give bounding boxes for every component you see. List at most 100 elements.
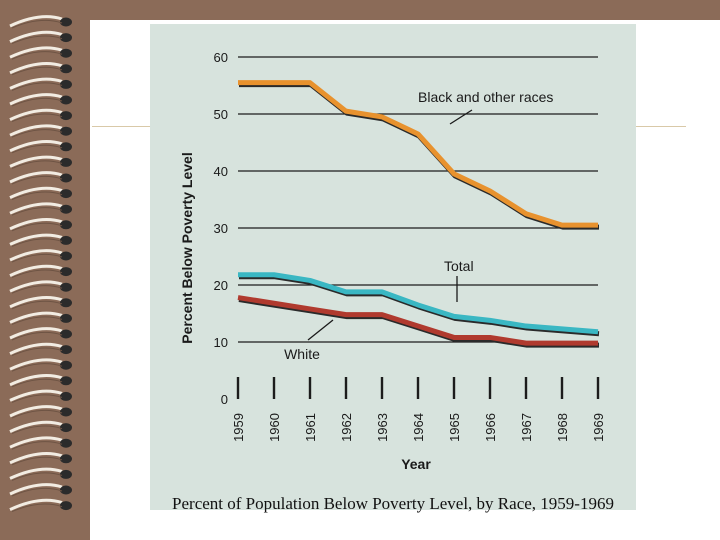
- binding-ring: [9, 358, 72, 372]
- binding-ring-wire: [9, 202, 63, 215]
- binding-ring-wire: [9, 311, 63, 324]
- binding-ring: [9, 498, 72, 513]
- x-tick-label: 1969: [591, 413, 606, 442]
- binding-ring-wire: [9, 62, 63, 75]
- binding-ring-shadow: [11, 269, 63, 279]
- series-line: [238, 80, 598, 228]
- x-tick-label: 1966: [483, 413, 498, 442]
- binding-hole: [60, 469, 72, 479]
- binding-hole: [60, 17, 72, 27]
- binding-ring-shadow: [11, 487, 63, 497]
- poverty-line-chart: 0 10 20 30 40 50 60 Percent Below Poverty Level…: [179, 50, 606, 472]
- binding-ring-shadow: [11, 285, 63, 294]
- binding-hole: [60, 189, 72, 199]
- y-tick-label: 0: [221, 392, 228, 407]
- binding-ring: [9, 483, 72, 497]
- binding-ring: [9, 436, 72, 450]
- binding-ring: [9, 15, 72, 29]
- binding-ring-wire: [9, 46, 63, 59]
- binding-ring: [9, 186, 72, 201]
- binding-ring-wire: [9, 420, 63, 433]
- binding-ring-shadow: [11, 19, 63, 29]
- decorative-rule-right: [636, 126, 686, 127]
- x-tick-label: 1965: [447, 413, 462, 442]
- binding-ring-wire: [9, 77, 63, 90]
- binding-ring-wire: [9, 186, 63, 199]
- binding-hole: [60, 33, 72, 43]
- series-annotation: Black and other races: [418, 89, 553, 105]
- spiral-binding: [9, 15, 72, 513]
- x-tick-label: 1968: [555, 413, 570, 442]
- decorative-rule-left: [92, 126, 150, 127]
- binding-hole: [60, 360, 72, 370]
- binding-ring: [9, 264, 72, 279]
- binding-ring: [9, 77, 72, 91]
- binding-ring-shadow: [11, 35, 63, 45]
- chart-caption: Percent of Population Below Poverty Leve…: [172, 494, 614, 513]
- binding-hole: [60, 235, 72, 245]
- binding-hole: [60, 220, 72, 230]
- binding-hole: [60, 407, 72, 417]
- binding-hole: [60, 391, 72, 401]
- binding-ring-wire: [9, 389, 63, 402]
- x-tick-label: 1961: [303, 413, 318, 442]
- binding-hole: [60, 313, 72, 323]
- binding-ring: [9, 405, 72, 419]
- binding-ring-shadow: [11, 129, 63, 138]
- binding-ring-wire: [9, 124, 63, 137]
- binding-ring: [9, 62, 72, 76]
- binding-ring-shadow: [11, 378, 63, 388]
- binding-ring-wire: [9, 280, 63, 293]
- binding-ring-shadow: [11, 472, 63, 481]
- binding-ring-wire: [9, 264, 63, 277]
- binding-ring-shadow: [11, 409, 63, 419]
- binding-ring: [9, 342, 72, 357]
- y-tick-label: 30: [214, 221, 228, 236]
- binding-ring-shadow: [11, 175, 63, 185]
- binding-ring-shadow: [11, 347, 63, 357]
- binding-ring: [9, 124, 72, 138]
- binding-hole: [60, 329, 72, 339]
- binding-ring-wire: [9, 218, 63, 231]
- binding-hole: [60, 48, 72, 58]
- binding-ring: [9, 452, 72, 466]
- binding-ring-shadow: [11, 144, 63, 154]
- binding-ring: [9, 420, 72, 435]
- binding-ring: [9, 108, 72, 123]
- series-line: [237, 295, 598, 346]
- series-black-and-other-races: [238, 80, 599, 230]
- y-axis-title: Percent Below Poverty Level: [179, 152, 195, 343]
- binding-ring-wire: [9, 452, 63, 465]
- binding-ring: [9, 327, 72, 341]
- binding-ring: [9, 389, 72, 403]
- binding-ring-shadow: [11, 253, 63, 263]
- binding-hole: [60, 64, 72, 74]
- binding-ring: [9, 296, 72, 310]
- binding-ring-shadow: [11, 456, 63, 466]
- binding-ring-wire: [9, 436, 63, 449]
- binding-ring: [9, 311, 72, 325]
- binding-ring: [9, 233, 72, 247]
- binding-hole: [60, 282, 72, 292]
- chart-figure: 0 10 20 30 40 50 60 Percent Below Poverty Level…: [150, 24, 636, 518]
- binding-ring-wire: [9, 467, 63, 480]
- y-tick-label: 40: [214, 164, 228, 179]
- binding-hole: [60, 111, 72, 121]
- binding-ring-shadow: [11, 300, 63, 310]
- binding-hole: [60, 157, 72, 167]
- binding-ring: [9, 171, 72, 185]
- binding-ring: [9, 467, 72, 481]
- y-tick-label: 60: [214, 50, 228, 65]
- binding-ring: [9, 218, 72, 232]
- binding-hole: [60, 501, 72, 511]
- binding-ring-wire: [9, 327, 63, 340]
- y-tick-label: 10: [214, 335, 228, 350]
- binding-ring-wire: [9, 140, 63, 153]
- x-tick-label: 1967: [519, 413, 534, 442]
- annotation-leader-line: [449, 109, 473, 125]
- binding-ring-shadow: [11, 207, 63, 216]
- binding-ring: [9, 140, 72, 154]
- binding-ring-wire: [9, 483, 63, 496]
- binding-ring-shadow: [11, 97, 63, 107]
- series-line-shadow: [239, 82, 599, 230]
